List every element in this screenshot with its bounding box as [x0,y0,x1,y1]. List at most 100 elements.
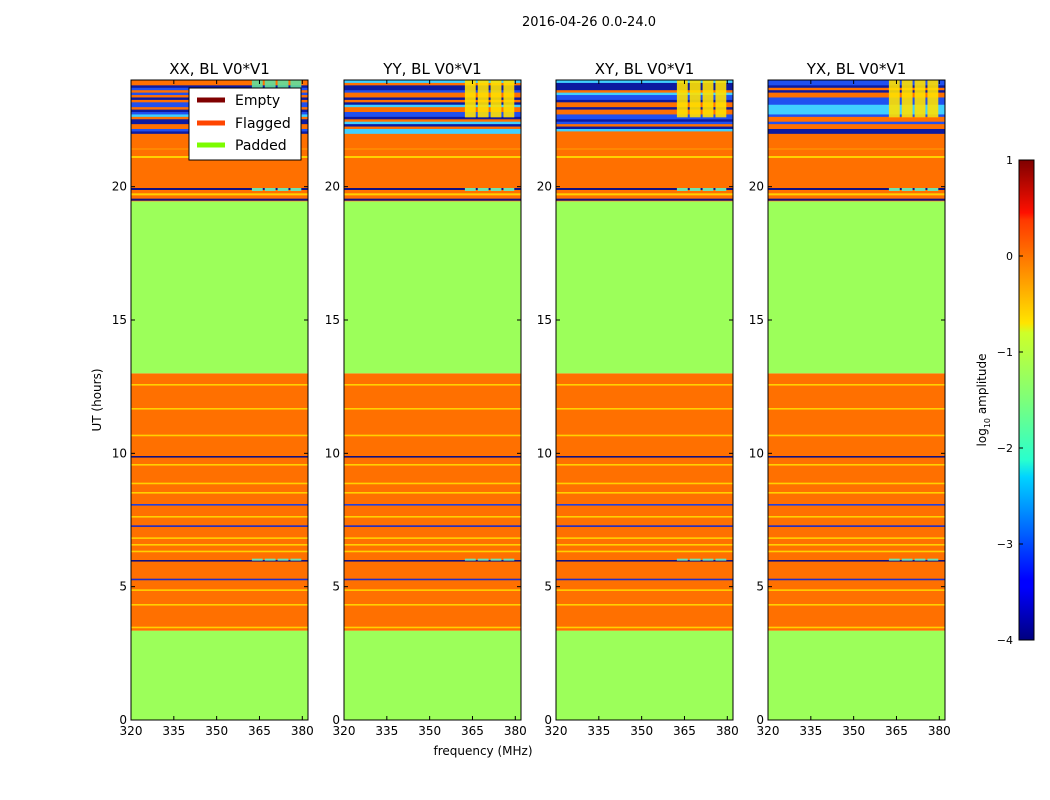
data-band-row [344,87,521,91]
data-channel-block [251,558,263,561]
panel-4: YX, BL V0*V1 320 335 350 365 380 0 5 10 15 20 [749,60,951,738]
data-band-row [768,89,945,93]
data-channel-block [927,80,939,118]
flag-stripe [556,408,733,410]
flag-stripe [556,537,733,539]
y-tick-label: 20 [749,180,764,194]
flag-stripe [768,464,945,466]
data-channel-block [689,188,701,191]
flag-stripe [556,589,733,591]
data-band-row [556,80,733,83]
flag-stripe [556,148,733,150]
flag-stripe [344,550,521,553]
data-channel-block [901,558,913,561]
region-padded [768,630,945,720]
flag-stripe [556,456,733,458]
data-band-row [768,118,945,122]
panel-2: YY, BL V0*V1 320 335 350 365 380 0 5 10 15 20 [325,60,527,738]
data-channel-block [927,558,939,561]
data-band-row [768,87,945,91]
data-channel-block [290,558,302,561]
data-band-row [556,89,733,93]
data-channel-block [676,80,688,118]
data-band-row [344,118,521,122]
data-band-row [768,96,945,100]
data-channel-block [888,80,900,118]
colorbar-label-sub: 10 [983,418,992,428]
flag-stripe [344,626,521,629]
region-padded [556,201,733,374]
colorbar-tick-label: 0 [1006,250,1013,263]
flag-stripe [768,589,945,591]
flag-stripe [131,434,308,437]
flag-stripe [556,604,733,606]
x-tick-label: 365 [461,724,484,738]
flag-stripe [768,578,945,581]
data-channel-block [251,188,263,191]
x-tick-label: 380 [716,724,739,738]
data-channel-block [477,558,489,561]
data-band-row [768,116,945,120]
data-channel-block [715,80,727,118]
data-channel-block [702,558,714,561]
flag-stripe [344,544,521,546]
data-band-row [556,84,733,88]
colorbar-tick-label: −4 [997,634,1013,647]
y-tick-label: 10 [112,446,127,460]
y-tick-label: 5 [119,580,127,594]
data-band-row [768,121,945,125]
figure-suptitle: 2016-04-26 0.0-24.0 [522,15,656,30]
flag-stripe [768,492,945,494]
region-padded [344,201,521,374]
flag-stripe [556,560,733,562]
flag-stripe [131,198,308,201]
data-band-row [344,84,521,88]
flag-stripe [131,408,308,410]
data-band-row [768,80,945,83]
data-channel-block [676,558,688,561]
panel-title: XY, BL V0*V1 [595,60,695,78]
data-band-row [556,82,733,86]
y-tick-label: 10 [537,446,552,460]
flag-stripe [556,156,733,158]
flag-stripe [131,516,308,518]
flag-stripe [768,550,945,553]
data-channel-block [264,188,276,191]
region-padded [556,630,733,720]
data-band-row [344,126,521,129]
region-flagged [344,133,521,202]
data-band-row [344,101,521,105]
data-band-row [556,111,733,115]
data-band-row [768,84,945,88]
colorbar-gradient [1018,159,1035,641]
flag-stripe [344,434,521,437]
flag-stripe [768,516,945,518]
data-band-row [556,101,733,105]
data-channel-block [277,558,289,561]
flag-stripe [768,188,945,190]
region-padded [131,630,308,720]
flag-stripe [344,188,521,190]
data-band-row [344,80,521,83]
y-tick-label: 15 [112,313,127,327]
region-flagged [556,133,733,202]
data-channel-block [702,188,714,191]
flag-stripe [556,525,733,527]
y-axis-label: UT (hours) [90,368,104,431]
panel-title: YY, BL V0*V1 [382,60,481,78]
flag-stripe [131,537,308,539]
data-channel-block [490,558,502,561]
data-band-row [556,126,733,129]
flag-stripe [556,188,733,190]
x-tick-label: 320 [333,724,356,738]
data-band-row [344,106,521,110]
data-channel-block [277,188,289,191]
flag-stripe [556,550,733,553]
x-tick-label: 335 [162,724,185,738]
data-band-row [131,84,308,88]
flag-stripe [131,550,308,553]
data-band-row [768,101,945,105]
data-band-row [556,106,733,110]
data-channel-block [676,188,688,191]
